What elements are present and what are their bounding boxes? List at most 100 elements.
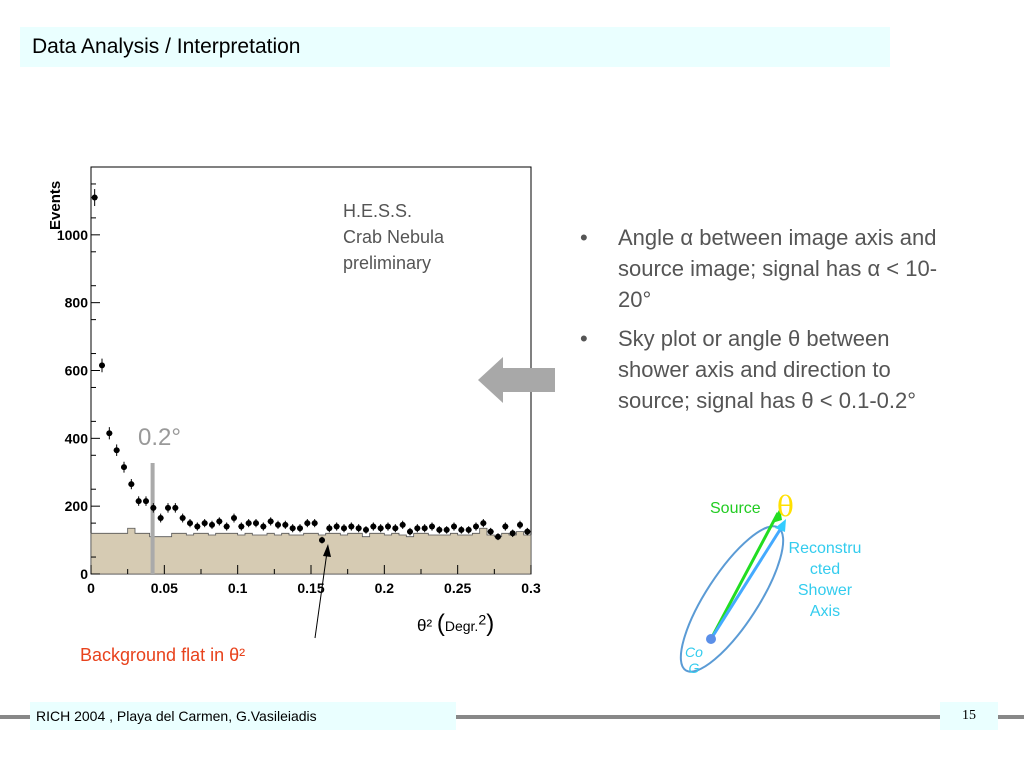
theta2-histogram-plot: 0 200 400 600 800 1000 0 0.05 0.1 0.15 0.2 0.25 0.3 E…	[47, 166, 541, 639]
data-point	[355, 525, 362, 532]
data-point	[216, 518, 223, 525]
x-tick-label: 0	[87, 580, 95, 596]
x-tick-label: 0.1	[228, 580, 248, 596]
data-point	[311, 520, 318, 527]
data-point	[451, 523, 457, 530]
footer-divider	[0, 715, 1024, 719]
title-bar: Data Analysis / Interpretation	[20, 27, 890, 67]
bullet-list: • Angle α between image axis and source …	[580, 222, 950, 424]
x-tick-label: 0.15	[297, 580, 324, 596]
cog-label: Co G	[680, 644, 708, 676]
annotation-pointer-line	[314, 551, 328, 639]
background-note: Background flat in θ²	[80, 645, 246, 665]
theta-angle-label: θ	[777, 490, 794, 523]
y-tick-label: 0	[80, 566, 88, 582]
data-point	[304, 520, 311, 527]
data-point	[465, 526, 472, 533]
bullet-item: • Sky plot or angle θ between shower axi…	[580, 323, 950, 416]
big-arrow-shaft-icon	[503, 368, 555, 392]
data-point	[509, 530, 516, 537]
data-point	[399, 521, 406, 528]
data-point	[223, 523, 230, 530]
data-point	[209, 521, 215, 528]
cog-point	[706, 634, 716, 644]
y-tick-label: 800	[65, 295, 89, 311]
annotation-pointer-head-icon	[323, 544, 331, 557]
data-point	[480, 520, 487, 527]
data-point	[128, 481, 135, 488]
big-arrow-head-icon	[478, 357, 503, 403]
data-point	[414, 525, 421, 532]
reconstructed-axis-arrow	[709, 524, 785, 640]
background-histogram	[90, 527, 532, 575]
y-tick-label: 400	[65, 430, 89, 446]
data-point	[91, 194, 98, 201]
recon-line-2: cted	[809, 561, 841, 578]
pointer-arrow-graphic	[478, 357, 555, 403]
x-axis-title: θ² (Degr.2)	[417, 610, 495, 637]
data-point	[245, 520, 252, 527]
x-tick-label: 0.3	[521, 580, 541, 596]
x-axis-unit-sup: 2	[478, 612, 487, 629]
data-point	[172, 504, 179, 511]
reconstructed-arrowhead-icon	[775, 519, 786, 532]
data-point	[289, 525, 296, 532]
plot-frame	[90, 166, 532, 575]
data-point	[187, 520, 193, 527]
x-tick-label: 0.05	[151, 580, 178, 596]
data-point	[377, 525, 384, 532]
bullet-text: Sky plot or angle θ between shower axis …	[618, 326, 917, 413]
data-point	[267, 518, 274, 525]
data-point	[121, 464, 127, 471]
bullet-item: • Angle α between image axis and source …	[580, 222, 950, 315]
cog-line-2: G	[688, 660, 700, 676]
data-point	[436, 526, 443, 533]
page-number: 15	[962, 708, 976, 723]
bullet-dot-icon: •	[580, 225, 588, 250]
data-point	[113, 447, 120, 454]
x-tick-label: 0.25	[444, 580, 471, 596]
data-point	[341, 525, 347, 532]
y-tick-label: 600	[65, 363, 89, 379]
source-arrowhead-icon	[772, 508, 782, 523]
data-point	[194, 523, 201, 530]
data-point	[370, 523, 377, 530]
data-point	[135, 498, 142, 505]
x-axis-theta: θ²	[417, 616, 433, 635]
data-point	[333, 523, 340, 530]
x-tick-label: 0.2	[375, 580, 395, 596]
x-axis-unit: Degr.	[444, 618, 479, 634]
slide-title: Data Analysis / Interpretation	[32, 35, 301, 58]
data-point	[429, 523, 435, 530]
data-point	[517, 521, 523, 528]
data-point	[106, 430, 113, 437]
data-point	[385, 523, 391, 530]
data-point	[458, 526, 465, 533]
recon-line-4: Axis	[809, 603, 841, 620]
data-point	[260, 523, 267, 530]
data-point	[253, 520, 259, 527]
data-point	[99, 362, 105, 369]
data-point	[524, 528, 531, 535]
page-number-box: 15	[940, 702, 998, 730]
data-point	[495, 533, 501, 540]
data-point	[421, 525, 428, 532]
data-point	[165, 504, 171, 511]
y-tick-label: 200	[65, 498, 89, 514]
data-point	[282, 521, 289, 528]
recon-line-1: Reconstru	[788, 540, 862, 557]
shower-geometry-diagram	[679, 508, 786, 673]
bullet-text: Angle α between image axis and source im…	[618, 225, 938, 312]
source-direction-arrow	[709, 512, 780, 640]
data-point	[363, 526, 369, 533]
data-point	[407, 528, 413, 535]
data-point	[319, 537, 325, 544]
data-point	[150, 504, 157, 511]
footer-box: RICH 2004 , Playa del Carmen, G.Vasileia…	[30, 702, 456, 730]
data-point	[502, 523, 509, 530]
data-point	[201, 520, 208, 527]
bullet-dot-icon: •	[580, 326, 588, 351]
chart-and-diagram: 0 200 400 600 800 1000 0 0.05 0.1 0.15 0.2 0.25 0.3 E…	[47, 166, 786, 673]
data-point	[157, 515, 164, 522]
cog-line-1: Co	[685, 644, 703, 660]
